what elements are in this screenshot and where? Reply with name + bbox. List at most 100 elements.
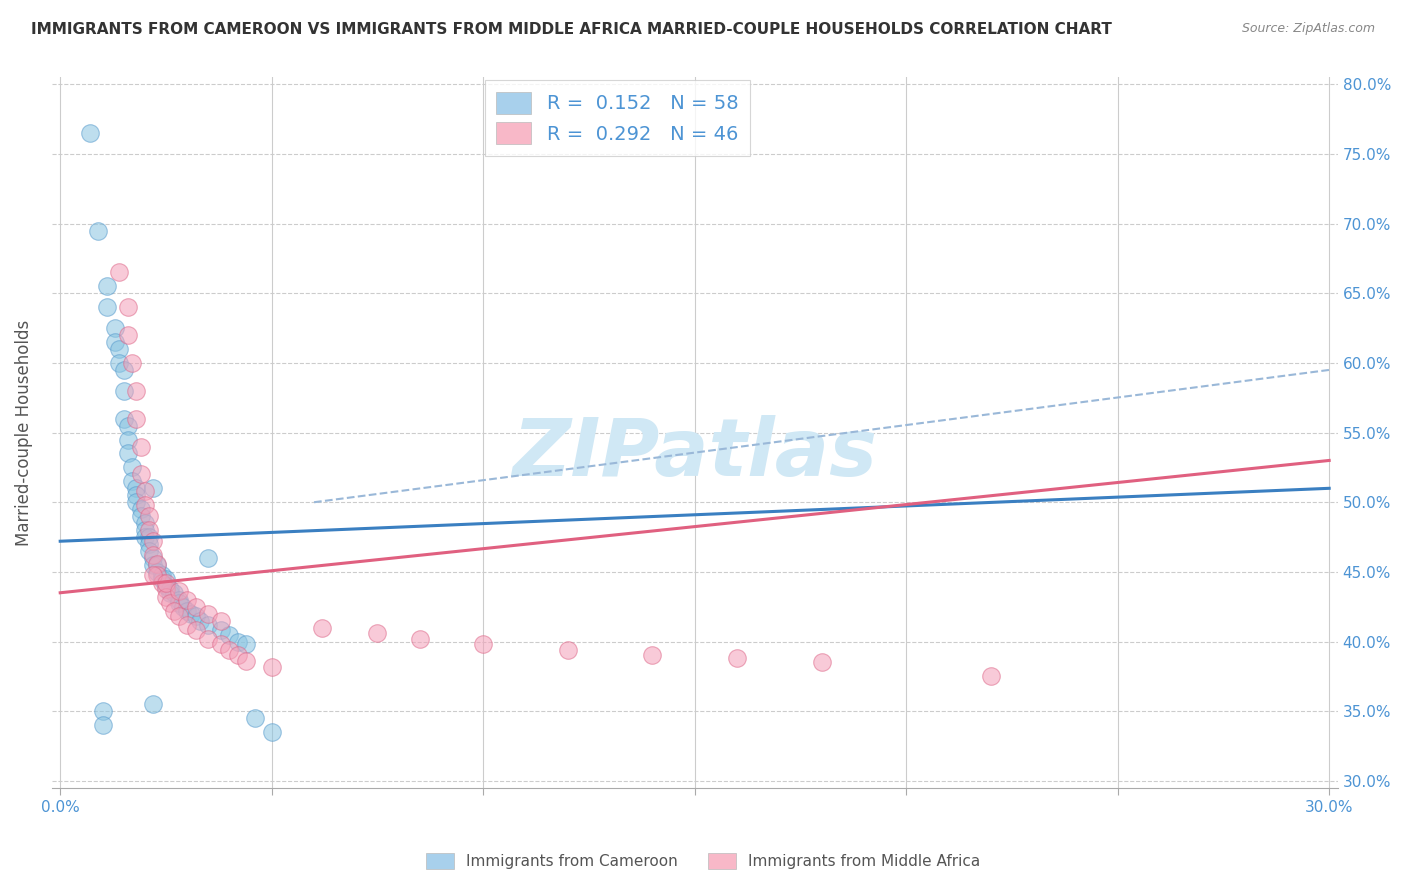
Point [725, 651, 748, 665]
Text: IMMIGRANTS FROM CAMEROON VS IMMIGRANTS FROM MIDDLE AFRICA MARRIED-COUPLE HOUSEHO: IMMIGRANTS FROM CAMEROON VS IMMIGRANTS F… [31, 22, 1112, 37]
Point [180, 607, 202, 621]
Point [138, 509, 160, 524]
Point [150, 572, 173, 586]
Point [142, 551, 165, 566]
Point [146, 565, 169, 579]
Point [134, 484, 156, 499]
Point [188, 614, 211, 628]
Point [142, 548, 165, 562]
Point [209, 624, 232, 638]
Point [218, 627, 240, 641]
Point [142, 534, 165, 549]
Point [163, 586, 186, 600]
Point [104, 321, 127, 335]
Point [155, 576, 177, 591]
Point [641, 648, 664, 663]
Point [810, 656, 832, 670]
Point [243, 711, 266, 725]
Point [150, 567, 173, 582]
Point [197, 617, 219, 632]
Point [226, 648, 249, 663]
Point [138, 544, 160, 558]
Point [167, 592, 190, 607]
Point [184, 599, 207, 614]
Point [167, 595, 190, 609]
Point [184, 609, 207, 624]
Point [197, 607, 219, 621]
Point [117, 446, 139, 460]
Point [409, 632, 432, 646]
Point [79, 126, 101, 140]
Point [129, 502, 152, 516]
Text: ZIPatlas: ZIPatlas [512, 415, 877, 493]
Point [176, 592, 198, 607]
Point [235, 637, 257, 651]
Point [112, 384, 135, 398]
Point [159, 595, 181, 609]
Text: Source: ZipAtlas.com: Source: ZipAtlas.com [1241, 22, 1375, 36]
Point [96, 279, 118, 293]
Point [138, 530, 160, 544]
Y-axis label: Married-couple Households: Married-couple Households [15, 319, 32, 546]
Point [146, 567, 169, 582]
Point [167, 609, 190, 624]
Point [121, 475, 143, 489]
Point [129, 509, 152, 524]
Point [163, 604, 186, 618]
Point [159, 582, 181, 596]
Point [108, 265, 131, 279]
Point [108, 356, 131, 370]
Point [176, 617, 198, 632]
Point [146, 557, 169, 571]
Point [129, 467, 152, 482]
Point [557, 643, 579, 657]
Point [91, 718, 114, 732]
Point [134, 498, 156, 512]
Point [155, 590, 177, 604]
Point [117, 433, 139, 447]
Point [108, 342, 131, 356]
Legend: R =  0.152   N = 58, R =  0.292   N = 46: R = 0.152 N = 58, R = 0.292 N = 46 [485, 80, 751, 156]
Point [159, 586, 181, 600]
Point [112, 411, 135, 425]
Point [117, 328, 139, 343]
Point [226, 634, 249, 648]
Point [980, 669, 1002, 683]
Point [142, 697, 165, 711]
Point [209, 637, 232, 651]
Point [184, 624, 207, 638]
Point [172, 599, 194, 614]
Point [117, 418, 139, 433]
Point [104, 334, 127, 349]
Point [366, 626, 388, 640]
Point [134, 523, 156, 537]
Point [104, 815, 127, 830]
Point [112, 363, 135, 377]
Point [138, 523, 160, 537]
Point [311, 621, 333, 635]
Point [142, 567, 165, 582]
Point [218, 643, 240, 657]
Legend: Immigrants from Cameroon, Immigrants from Middle Africa: Immigrants from Cameroon, Immigrants fro… [420, 847, 986, 875]
Point [176, 604, 198, 618]
Point [197, 551, 219, 566]
Point [125, 384, 148, 398]
Point [129, 440, 152, 454]
Point [142, 481, 165, 495]
Point [117, 300, 139, 314]
Point [260, 659, 283, 673]
Point [125, 411, 148, 425]
Point [150, 576, 173, 591]
Point [87, 224, 110, 238]
Point [134, 530, 156, 544]
Point [121, 460, 143, 475]
Point [235, 654, 257, 668]
Point [197, 632, 219, 646]
Point [125, 488, 148, 502]
Point [155, 572, 177, 586]
Point [155, 579, 177, 593]
Point [125, 495, 148, 509]
Point [155, 582, 177, 596]
Point [138, 537, 160, 551]
Point [96, 300, 118, 314]
